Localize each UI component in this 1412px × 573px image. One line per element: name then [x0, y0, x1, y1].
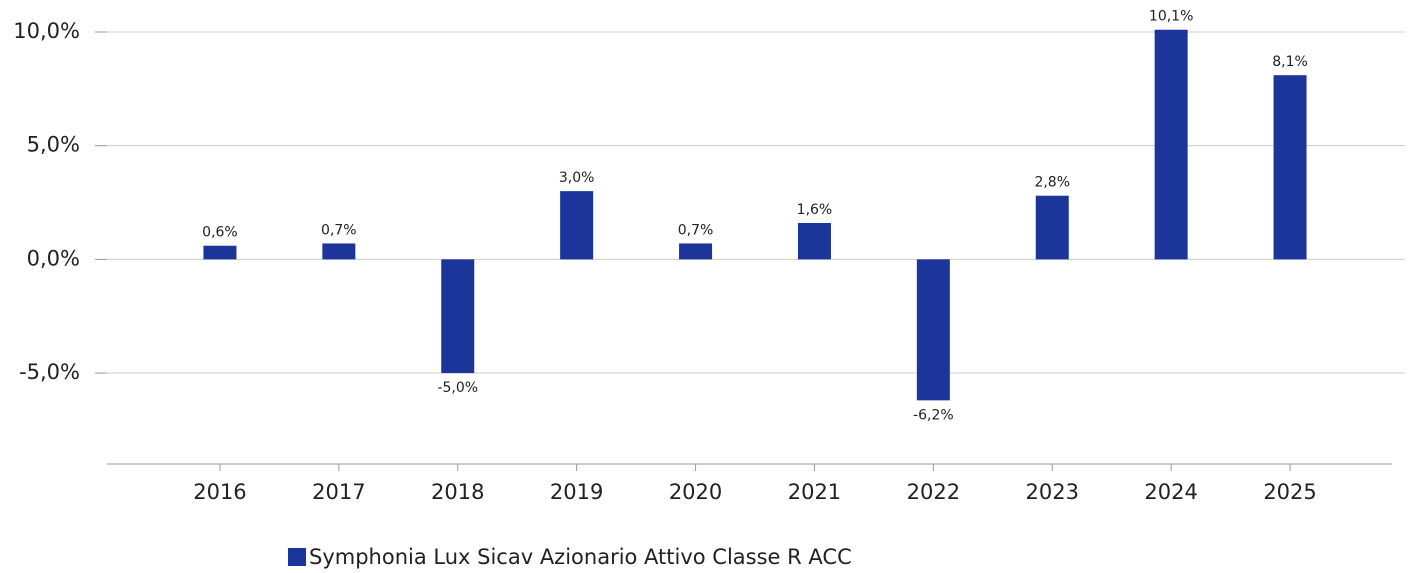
y-tick-label: 0,0% [27, 246, 80, 270]
bar [679, 243, 713, 260]
x-tick-label: 2018 [431, 480, 484, 504]
x-tick-label: 2016 [193, 480, 246, 504]
bar [1273, 75, 1307, 260]
x-tick-label: 2025 [1263, 480, 1316, 504]
y-tick-label: -5,0% [19, 360, 80, 384]
value-label: 0,7% [321, 222, 357, 238]
x-tick-label: 2021 [788, 480, 841, 504]
value-label: 0,6% [202, 225, 238, 241]
bar [916, 259, 950, 401]
value-label: 1,6% [797, 202, 833, 218]
x-tick-label: 2019 [550, 480, 603, 504]
y-tick-label: 5,0% [27, 133, 80, 157]
bar [797, 222, 831, 260]
value-label: 2,8% [1034, 175, 1070, 191]
legend-swatch [288, 548, 306, 566]
value-label: -6,2% [913, 407, 954, 423]
value-label: 8,1% [1272, 54, 1308, 70]
value-label: 10,1% [1149, 9, 1193, 25]
bar [560, 191, 594, 260]
x-tick-label: 2024 [1144, 480, 1197, 504]
y-tick-label: 10,0% [13, 19, 80, 43]
x-tick-label: 2022 [907, 480, 960, 504]
x-tick-label: 2020 [669, 480, 722, 504]
bar [1035, 195, 1069, 260]
bar [322, 243, 356, 260]
value-label: 3,0% [559, 170, 595, 186]
bar [203, 245, 237, 260]
bar [441, 259, 475, 374]
bar [1154, 29, 1188, 260]
x-tick-label: 2017 [312, 480, 365, 504]
x-tick-label: 2023 [1026, 480, 1079, 504]
legend-label: Symphonia Lux Sicav Azionario Attivo Cla… [309, 545, 852, 569]
value-label: 0,7% [678, 222, 714, 238]
value-label: -5,0% [437, 380, 478, 396]
